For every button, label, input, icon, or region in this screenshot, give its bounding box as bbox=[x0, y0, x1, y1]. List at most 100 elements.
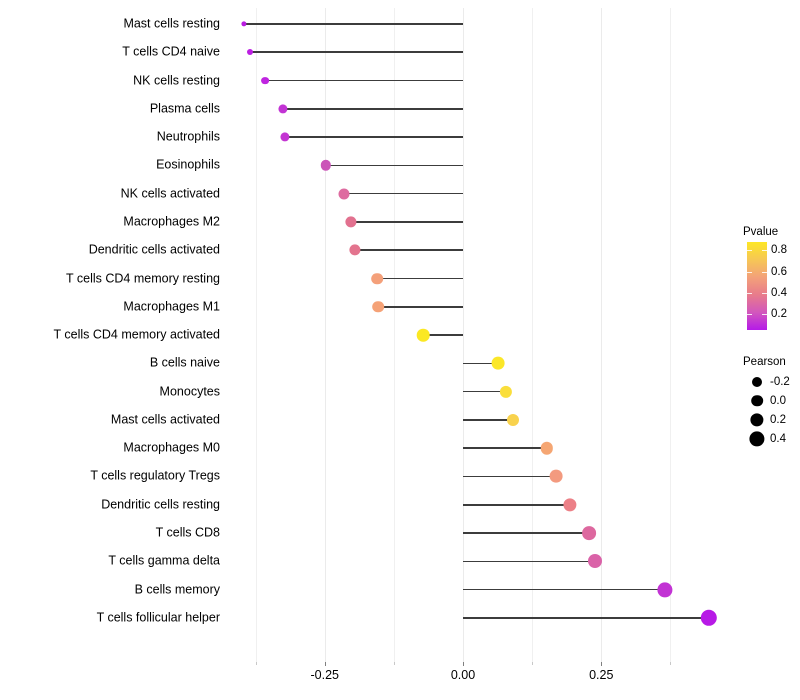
gridline-minor bbox=[670, 8, 672, 662]
plot-panel bbox=[232, 8, 730, 662]
lollipop-stem bbox=[463, 532, 590, 534]
size-legend-item: -0.2 bbox=[740, 372, 800, 391]
x-axis-minor-tick bbox=[393, 662, 395, 665]
size-legend-label: 0.2 bbox=[770, 413, 786, 426]
y-axis-tick-label: Macrophages M0 bbox=[123, 440, 220, 455]
y-axis-tick-label: B cells memory bbox=[134, 582, 220, 597]
lollipop-stem bbox=[463, 560, 595, 563]
lollipop-dot[interactable] bbox=[507, 413, 520, 426]
size-legend-label: 0.0 bbox=[770, 394, 786, 407]
y-axis-tick-label: Macrophages M1 bbox=[123, 299, 220, 314]
y-axis-tick-label: Neutrophils bbox=[156, 129, 220, 144]
size-legend-dot bbox=[750, 412, 764, 427]
y-axis-tick-label: NK cells activated bbox=[120, 186, 220, 201]
size-legend-item: 0.0 bbox=[740, 391, 800, 410]
x-axis-minor-tick bbox=[255, 662, 257, 665]
lollipop-stem bbox=[378, 306, 463, 308]
lollipop-dot[interactable] bbox=[372, 301, 385, 313]
lollipop-stem bbox=[325, 164, 463, 167]
lollipop-dot[interactable] bbox=[563, 498, 577, 512]
lollipop-stem bbox=[344, 192, 463, 195]
colorbar-tick bbox=[747, 271, 752, 273]
lollipop-dot[interactable] bbox=[549, 470, 563, 483]
y-axis-tick-label: Plasma cells bbox=[149, 101, 220, 116]
size-legend-dot bbox=[749, 430, 765, 447]
lollipop-stem bbox=[244, 23, 463, 25]
size-legend-rows: -0.2 0.0 0.2 0.4 bbox=[740, 372, 800, 448]
x-axis: -0.25 0.00 0.25 bbox=[232, 662, 730, 692]
colorbar-gradient bbox=[747, 242, 767, 330]
lollipop-dot[interactable] bbox=[371, 272, 384, 285]
size-legend-title: Pearson bbox=[743, 356, 786, 368]
lollipop-stem bbox=[265, 79, 463, 82]
lollipop-stem bbox=[463, 390, 506, 393]
y-axis-tick-label: Dendritic cells activated bbox=[88, 242, 220, 257]
lollipop-dot[interactable] bbox=[338, 188, 350, 200]
x-axis-minor-tick bbox=[532, 662, 534, 665]
color-legend-title: Pvalue bbox=[743, 226, 779, 238]
size-legend-label: -0.2 bbox=[770, 375, 790, 388]
x-axis-tick-label: 0.00 bbox=[450, 668, 476, 682]
legend-group: Pvalue 0.2 0.4 0.6 0.8 Pearson -0.2 0.0 0.2 0.… bbox=[740, 226, 800, 448]
lollipop-dot[interactable] bbox=[320, 160, 332, 171]
gridline-minor bbox=[255, 8, 257, 662]
size-legend-dot bbox=[751, 394, 763, 407]
y-axis-tick-label: Macrophages M2 bbox=[123, 214, 220, 229]
lollipop-dot[interactable] bbox=[416, 328, 430, 342]
colorbar-tick bbox=[747, 250, 752, 252]
lollipop-dot[interactable] bbox=[345, 216, 357, 228]
lollipop-stem bbox=[463, 503, 571, 506]
lollipop-stem bbox=[283, 108, 463, 110]
lollipop-dot[interactable] bbox=[278, 104, 288, 114]
gridline-minor bbox=[393, 8, 395, 662]
lollipop-dot[interactable] bbox=[499, 385, 512, 398]
x-axis-minor-tick bbox=[670, 662, 672, 665]
colorbar-tick-label: 0.2 bbox=[771, 308, 787, 321]
lollipop-stem bbox=[377, 277, 463, 280]
colorbar-tick-label: 0.6 bbox=[771, 265, 787, 278]
lollipop-dot[interactable] bbox=[349, 244, 361, 256]
y-axis-tick-label: T cells CD4 naive bbox=[122, 44, 220, 59]
lollipop-dot[interactable] bbox=[241, 21, 247, 27]
lollipop-stem bbox=[463, 447, 547, 449]
y-axis-tick-label: T cells CD4 memory resting bbox=[66, 271, 220, 286]
lollipop-stem bbox=[463, 475, 556, 478]
size-legend: Pearson -0.2 0.0 0.2 0.4 bbox=[740, 356, 800, 448]
y-axis-tick-label: T cells follicular helper bbox=[96, 610, 220, 625]
colorbar-tick bbox=[762, 314, 767, 316]
colorbar-tick-label: 0.4 bbox=[771, 286, 787, 299]
gridline-major bbox=[601, 8, 603, 662]
y-axis-tick-label: Mast cells activated bbox=[110, 412, 220, 427]
y-axis-tick-label: T cells regulatory Tregs bbox=[90, 468, 220, 483]
lollipop-dot[interactable] bbox=[540, 441, 553, 455]
lollipop-dot[interactable] bbox=[246, 49, 253, 56]
gridline-minor bbox=[532, 8, 534, 662]
y-axis-tick-label: Dendritic cells resting bbox=[101, 497, 220, 512]
colorbar-tick bbox=[747, 292, 752, 294]
size-legend-item: 0.4 bbox=[740, 429, 800, 448]
lollipop-dot[interactable] bbox=[491, 356, 505, 370]
lollipop-dot[interactable] bbox=[582, 526, 596, 540]
size-legend-label: 0.4 bbox=[770, 432, 786, 445]
colorbar-tick-label: 0.8 bbox=[771, 244, 787, 257]
lollipop-stem bbox=[423, 334, 463, 336]
gridline-major bbox=[463, 8, 464, 662]
colorbar-tick bbox=[762, 292, 767, 294]
lollipop-dot[interactable] bbox=[587, 554, 602, 569]
size-legend-item: 0.2 bbox=[740, 410, 800, 429]
lollipop-dot[interactable] bbox=[657, 582, 673, 598]
x-axis-tick-label: 0.25 bbox=[589, 668, 614, 682]
colorbar-tick bbox=[762, 271, 767, 273]
lollipop-stem bbox=[463, 362, 498, 365]
lollipop-dot[interactable] bbox=[700, 609, 718, 627]
lollipop-dot[interactable] bbox=[280, 132, 290, 142]
x-axis-tick-label: -0.25 bbox=[310, 668, 340, 682]
lollipop-stem bbox=[463, 419, 514, 421]
size-legend-dot bbox=[752, 376, 762, 387]
colorbar-tick bbox=[747, 314, 752, 316]
y-axis-tick-label: Mast cells resting bbox=[123, 16, 220, 31]
lollipop-stem bbox=[249, 51, 463, 54]
color-legend: 0.2 0.4 0.6 0.8 bbox=[740, 242, 800, 334]
lollipop-dot[interactable] bbox=[261, 76, 269, 85]
